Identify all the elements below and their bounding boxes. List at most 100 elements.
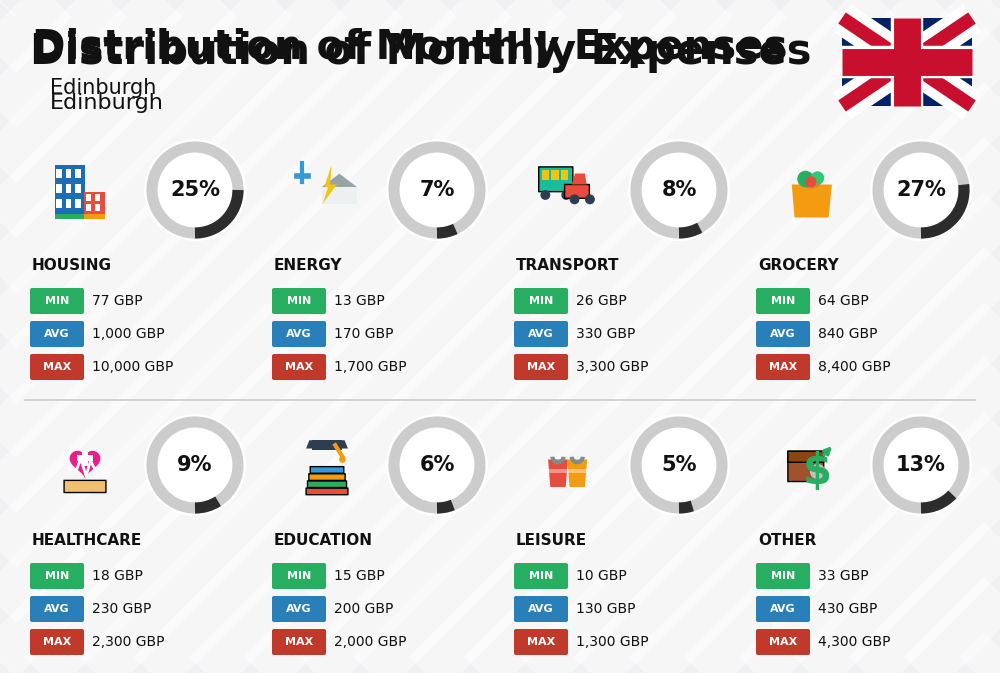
Bar [75, 169, 81, 178]
Text: 200 GBP: 200 GBP [334, 602, 393, 616]
Bar [66, 199, 71, 207]
Text: 33 GBP: 33 GBP [818, 569, 869, 583]
FancyBboxPatch shape [514, 321, 568, 347]
FancyBboxPatch shape [307, 481, 347, 487]
Text: AVG: AVG [770, 329, 796, 339]
Text: 8%: 8% [661, 180, 697, 200]
Bar [56, 184, 62, 192]
Text: Distribution of Monthly Expenses: Distribution of Monthly Expenses [32, 28, 788, 68]
Text: LEISURE: LEISURE [516, 533, 587, 548]
FancyBboxPatch shape [788, 451, 824, 481]
Circle shape [870, 139, 972, 241]
FancyBboxPatch shape [64, 481, 106, 493]
Text: 26 GBP: 26 GBP [576, 294, 627, 308]
Text: 330 GBP: 330 GBP [576, 327, 635, 341]
FancyBboxPatch shape [514, 354, 568, 380]
Text: 25%: 25% [170, 180, 220, 200]
Circle shape [144, 414, 246, 516]
Circle shape [628, 139, 730, 241]
Polygon shape [567, 460, 587, 487]
FancyBboxPatch shape [30, 563, 84, 589]
FancyBboxPatch shape [30, 629, 84, 655]
Text: 9%: 9% [177, 455, 213, 475]
Text: 13 GBP: 13 GBP [334, 294, 385, 308]
Bar [95, 194, 100, 201]
Circle shape [806, 176, 816, 187]
FancyBboxPatch shape [514, 629, 568, 655]
Text: MAX: MAX [43, 637, 71, 647]
Polygon shape [572, 174, 587, 184]
Text: 1,700 GBP: 1,700 GBP [334, 360, 407, 374]
Polygon shape [70, 451, 100, 479]
Text: Distribution of Monthly Expenses: Distribution of Monthly Expenses [30, 31, 812, 73]
Bar [567, 469, 587, 472]
Text: MAX: MAX [769, 637, 797, 647]
Text: 64 GBP: 64 GBP [818, 294, 869, 308]
Bar [322, 187, 357, 204]
Text: MIN: MIN [287, 571, 311, 581]
Bar [84, 192, 105, 217]
FancyBboxPatch shape [514, 288, 568, 314]
Text: MAX: MAX [527, 362, 555, 372]
Circle shape [561, 190, 571, 200]
Text: AVG: AVG [770, 604, 796, 614]
Text: MIN: MIN [771, 296, 795, 306]
FancyBboxPatch shape [310, 466, 344, 473]
Text: 10,000 GBP: 10,000 GBP [92, 360, 173, 374]
Text: 5%: 5% [661, 455, 697, 475]
Text: HOUSING: HOUSING [32, 258, 112, 273]
Bar [77, 455, 93, 460]
Circle shape [570, 194, 579, 205]
Bar [55, 166, 85, 216]
FancyBboxPatch shape [30, 354, 84, 380]
FancyBboxPatch shape [272, 629, 326, 655]
Text: MAX: MAX [285, 637, 313, 647]
Text: MIN: MIN [45, 571, 69, 581]
Text: AVG: AVG [44, 329, 70, 339]
Polygon shape [548, 460, 568, 487]
Bar [561, 170, 568, 180]
Bar [542, 170, 549, 180]
Text: 6%: 6% [419, 455, 455, 475]
Bar [842, 18, 972, 106]
FancyBboxPatch shape [272, 563, 326, 589]
Text: OTHER: OTHER [758, 533, 816, 548]
Bar [75, 184, 81, 192]
Bar [82, 450, 88, 466]
Bar [55, 214, 85, 219]
Circle shape [386, 139, 488, 241]
Bar [56, 199, 62, 207]
FancyBboxPatch shape [30, 596, 84, 622]
FancyBboxPatch shape [309, 474, 345, 481]
Text: Edinburgh: Edinburgh [50, 78, 156, 98]
Text: 430 GBP: 430 GBP [818, 602, 877, 616]
Circle shape [144, 139, 246, 241]
Text: Edinburgh: Edinburgh [50, 93, 164, 113]
FancyBboxPatch shape [272, 596, 326, 622]
Circle shape [810, 464, 825, 479]
Text: MAX: MAX [285, 362, 313, 372]
Text: 18 GBP: 18 GBP [92, 569, 143, 583]
Circle shape [797, 171, 814, 187]
Text: AVG: AVG [528, 604, 554, 614]
Text: AVG: AVG [528, 329, 554, 339]
Text: MAX: MAX [527, 637, 555, 647]
Text: AVG: AVG [286, 329, 312, 339]
FancyBboxPatch shape [756, 321, 810, 347]
FancyBboxPatch shape [756, 563, 810, 589]
FancyBboxPatch shape [272, 321, 326, 347]
Text: $: $ [803, 451, 832, 493]
Text: MAX: MAX [43, 362, 71, 372]
Text: MIN: MIN [287, 296, 311, 306]
FancyBboxPatch shape [30, 321, 84, 347]
Bar [66, 184, 71, 192]
Text: 4,300 GBP: 4,300 GBP [818, 635, 891, 649]
FancyBboxPatch shape [565, 184, 589, 199]
FancyBboxPatch shape [272, 354, 326, 380]
Text: 2,000 GBP: 2,000 GBP [334, 635, 406, 649]
Circle shape [540, 190, 550, 200]
Polygon shape [322, 174, 357, 187]
Text: 27%: 27% [896, 180, 946, 200]
Bar [75, 199, 81, 207]
Text: ENERGY: ENERGY [274, 258, 342, 273]
